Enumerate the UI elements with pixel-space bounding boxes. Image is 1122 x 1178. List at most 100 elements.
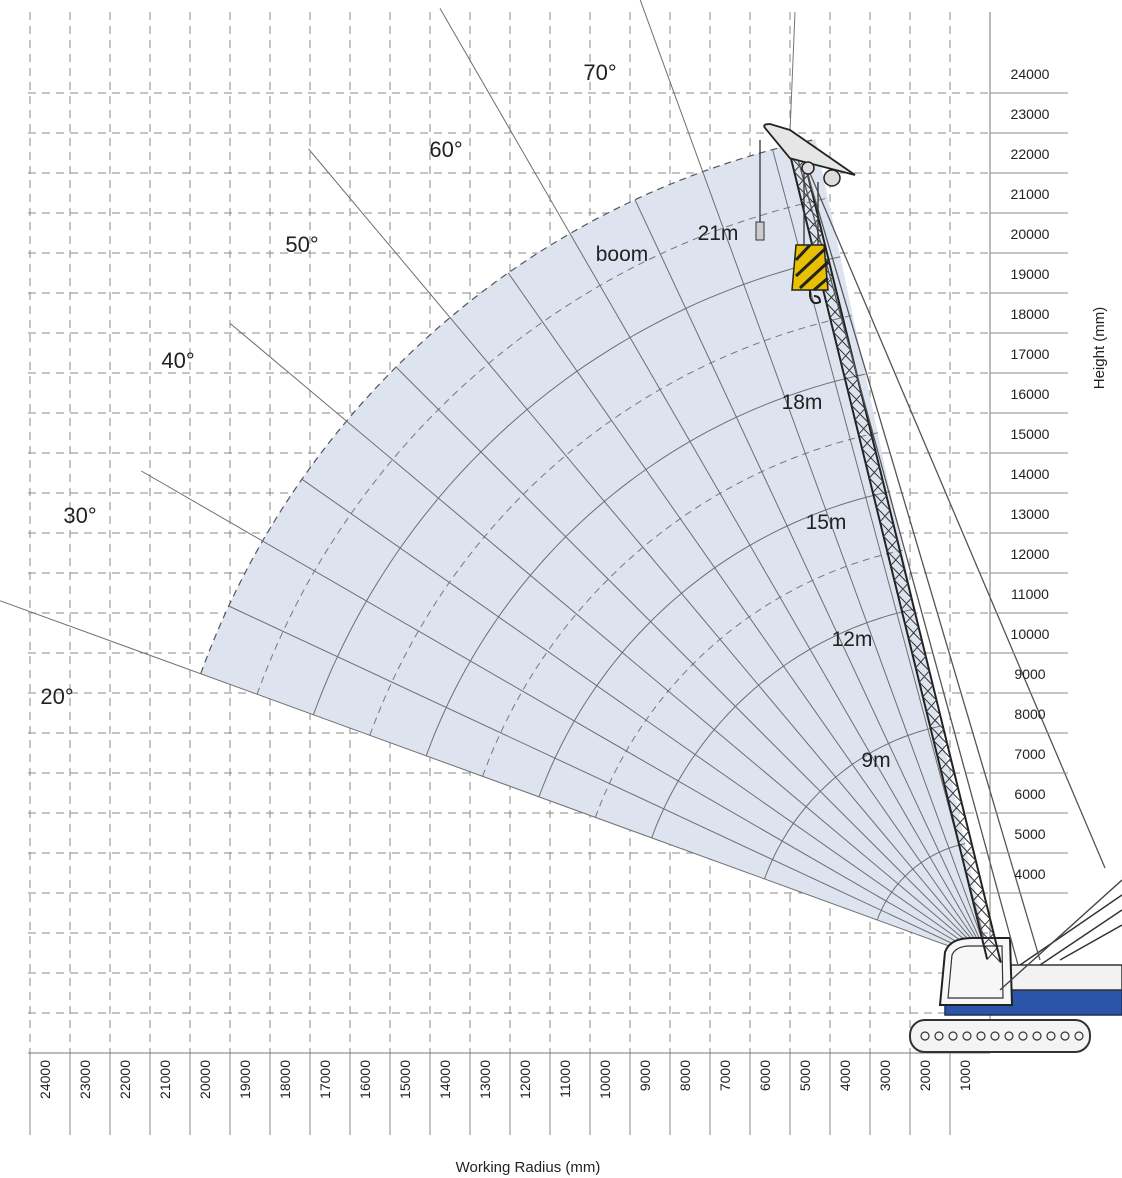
boom-angle-line-40 bbox=[229, 323, 991, 962]
x-tick-label: 14000 bbox=[437, 1060, 453, 1099]
y-tick-label: 16000 bbox=[1011, 386, 1050, 402]
track-roller bbox=[948, 1031, 958, 1041]
track-roller bbox=[962, 1031, 972, 1041]
boom-length-label-12: 12m bbox=[832, 628, 873, 651]
boom-angle-line-70 bbox=[639, 0, 991, 962]
boom-lattice bbox=[786, 142, 1002, 963]
track-roller bbox=[1060, 1031, 1070, 1041]
boom-angle-line-20 bbox=[0, 600, 991, 962]
boom-angle-label-60: 60° bbox=[429, 137, 462, 162]
y-tick-label: 8000 bbox=[1014, 706, 1045, 722]
envelope-outer-edge bbox=[200, 138, 816, 674]
y-tick-label: 6000 bbox=[1014, 786, 1045, 802]
y-tick-label: 12000 bbox=[1011, 546, 1050, 562]
x-tick-label: 21000 bbox=[157, 1060, 173, 1099]
y-tick-label: 23000 bbox=[1011, 106, 1050, 122]
x-tick-label: 17000 bbox=[317, 1060, 333, 1099]
boom-angle-line-50 bbox=[308, 148, 991, 962]
x-tick-label: 15000 bbox=[397, 1060, 413, 1099]
boom-head-sheave bbox=[801, 161, 815, 175]
boom-length-arcs bbox=[256, 197, 966, 921]
boom-angle-line-minor bbox=[301, 478, 991, 962]
x-tick-label: 24000 bbox=[37, 1060, 53, 1099]
x-tick-label: 19000 bbox=[237, 1060, 253, 1099]
x-tick-label: 20000 bbox=[197, 1060, 213, 1099]
boom-angle-label-70: 70° bbox=[583, 60, 616, 85]
boom-length-arc bbox=[764, 725, 941, 880]
boom-length-arc-dashed bbox=[594, 549, 903, 818]
x-tick-label: 13000 bbox=[477, 1060, 493, 1099]
x-axis-ticks: 24000 23000 22000 21000 20000 19000 18000 17000… bbox=[29, 1053, 973, 1135]
boom-angle-label-50: 50° bbox=[285, 232, 318, 257]
x-tick-label: 4000 bbox=[837, 1060, 853, 1091]
track-roller bbox=[1032, 1031, 1042, 1041]
boom-angle-label-20: 20° bbox=[40, 684, 73, 709]
y-tick-label: 21000 bbox=[1011, 186, 1050, 202]
y-axis-ticks: 24000 23000 22000 21000 20000 19000 18000 17000… bbox=[990, 66, 1068, 894]
x-tick-label: 18000 bbox=[277, 1060, 293, 1099]
y-tick-label: 14000 bbox=[1011, 466, 1050, 482]
crane-illustration bbox=[755, 11, 1122, 1053]
boom-length-label-9: 9m bbox=[861, 749, 890, 772]
aux-hook-block bbox=[755, 221, 765, 241]
boom-length-arc bbox=[651, 608, 916, 839]
track-roller bbox=[1046, 1031, 1056, 1041]
boom-head-sheave bbox=[823, 169, 841, 187]
boom-label: boom bbox=[596, 243, 649, 266]
x-tick-label: 5000 bbox=[797, 1060, 813, 1091]
y-tick-label: 10000 bbox=[1011, 626, 1050, 642]
operator-cab bbox=[938, 937, 1014, 1006]
x-tick-label: 3000 bbox=[877, 1060, 893, 1091]
crane-housing bbox=[1009, 964, 1122, 991]
x-tick-label: 22000 bbox=[117, 1060, 133, 1099]
envelope-area bbox=[200, 139, 990, 961]
y-tick-label: 22000 bbox=[1011, 146, 1050, 162]
boom-length-label-18: 18m bbox=[782, 391, 823, 414]
boom-angle-line-60 bbox=[439, 8, 991, 962]
y-axis-title: Height (mm) bbox=[1091, 307, 1108, 390]
track-roller bbox=[1004, 1031, 1014, 1041]
x-tick-label: 16000 bbox=[357, 1060, 373, 1099]
x-tick-label: 10000 bbox=[597, 1060, 613, 1099]
y-tick-label: 7000 bbox=[1014, 746, 1045, 762]
boom-angle-line-minor bbox=[634, 199, 991, 962]
track-roller bbox=[990, 1031, 1000, 1041]
y-tick-label: 19000 bbox=[1011, 266, 1050, 282]
boom-angle-label-40: 40° bbox=[161, 348, 194, 373]
x-tick-label: 1000 bbox=[957, 1060, 973, 1091]
working-envelope bbox=[200, 138, 990, 961]
boom-length-arc bbox=[538, 491, 891, 797]
boom-length-arc bbox=[312, 256, 841, 715]
y-tick-label: 13000 bbox=[1011, 506, 1050, 522]
track-roller bbox=[976, 1031, 986, 1041]
x-tick-label: 12000 bbox=[517, 1060, 533, 1099]
track-roller bbox=[934, 1031, 944, 1041]
boom-length-arc bbox=[876, 843, 966, 921]
boom-angle-label-30: 30° bbox=[63, 503, 96, 528]
boom-angle-line-minor bbox=[507, 272, 991, 962]
boom-guide-line bbox=[789, 11, 796, 135]
x-tick-label: 7000 bbox=[717, 1060, 733, 1091]
track-roller bbox=[1074, 1031, 1084, 1041]
y-tick-label: 11000 bbox=[1011, 586, 1049, 602]
x-tick-label: 8000 bbox=[677, 1060, 693, 1091]
y-tick-label: 15000 bbox=[1011, 426, 1050, 442]
x-tick-label: 23000 bbox=[77, 1060, 93, 1099]
x-tick-label: 11000 bbox=[557, 1060, 573, 1098]
x-axis-title: Working Radius (mm) bbox=[456, 1159, 601, 1176]
track-roller bbox=[1018, 1031, 1028, 1041]
y-tick-label: 9000 bbox=[1014, 666, 1045, 682]
boom-length-arc bbox=[425, 373, 866, 756]
x-tick-label: 2000 bbox=[917, 1060, 933, 1091]
boom-angle-line-30 bbox=[141, 470, 991, 962]
y-tick-label: 4000 bbox=[1014, 866, 1045, 882]
y-tick-label: 20000 bbox=[1011, 226, 1050, 242]
boom-angle-line-minor bbox=[395, 366, 991, 962]
y-tick-label: 17000 bbox=[1011, 346, 1050, 362]
chart-labels: 20° 30° 40° 50° 60° 70° 9m 12m 15m 18m 21m boom bbox=[40, 60, 890, 772]
boom-angle-lines bbox=[0, 0, 991, 962]
y-tick-label: 24000 bbox=[1011, 66, 1050, 82]
boom-length-label-15: 15m bbox=[806, 511, 847, 534]
boom-head bbox=[763, 123, 856, 176]
